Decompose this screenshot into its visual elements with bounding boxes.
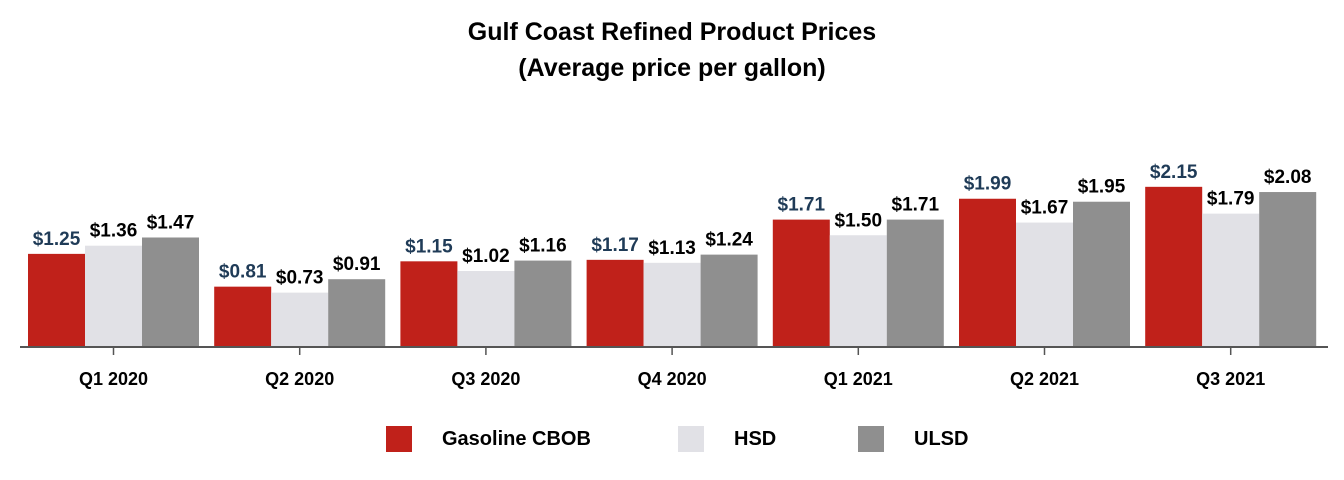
x-tick-label: Q4 2020 xyxy=(638,369,707,389)
bar-gasoline-cbob-q2-2020 xyxy=(214,286,272,347)
data-label-hsd-q4-2020: $1.13 xyxy=(648,238,696,259)
data-label-ulsd-q3-2020: $1.16 xyxy=(519,236,567,257)
bar-hsd-q3-2020 xyxy=(457,271,515,347)
legend-item-hsd: HSD xyxy=(678,424,776,454)
x-tick-label: Q1 2021 xyxy=(824,369,893,389)
data-label-gasoline-cbob-q1-2020: $1.25 xyxy=(33,229,81,250)
data-label-gasoline-cbob-q2-2020: $0.81 xyxy=(219,262,267,283)
data-label-ulsd-q3-2021: $2.08 xyxy=(1264,167,1312,188)
x-tick-label: Q2 2021 xyxy=(1010,369,1079,389)
bar-ulsd-q3-2020 xyxy=(514,260,572,347)
data-label-gasoline-cbob-q3-2020: $1.15 xyxy=(405,236,453,257)
bar-gasoline-cbob-q3-2020 xyxy=(400,261,458,347)
bar-gasoline-cbob-q2-2021 xyxy=(959,198,1016,347)
data-label-ulsd-q1-2020: $1.47 xyxy=(147,212,195,233)
bar-hsd-q4-2020 xyxy=(643,262,701,347)
x-tick-label: Q1 2020 xyxy=(79,369,148,389)
legend-item-ulsd: ULSD xyxy=(858,424,968,454)
bar-ulsd-q1-2020 xyxy=(142,237,199,347)
data-label-hsd-q1-2020: $1.36 xyxy=(90,221,138,242)
bar-gasoline-cbob-q1-2020 xyxy=(28,253,85,347)
bar-hsd-q1-2020 xyxy=(85,245,142,347)
legend-label-hsd: HSD xyxy=(734,427,777,450)
bar-gasoline-cbob-q3-2021 xyxy=(1145,186,1203,347)
legend-label-gasoline-cbob: Gasoline CBOB xyxy=(442,427,591,450)
bar-gasoline-cbob-q4-2020 xyxy=(586,259,644,347)
x-tick-label: Q3 2020 xyxy=(451,369,520,389)
data-label-hsd-q3-2020: $1.02 xyxy=(462,246,510,267)
data-label-ulsd-q4-2020: $1.24 xyxy=(705,230,753,251)
chart-legend: Gasoline CBOB HSD ULSD xyxy=(0,424,1344,454)
bar-hsd-q2-2020 xyxy=(271,292,329,347)
data-label-gasoline-cbob-q2-2021: $1.99 xyxy=(964,174,1012,195)
data-label-gasoline-cbob-q1-2021: $1.71 xyxy=(778,195,826,216)
legend-swatch-gasoline-cbob xyxy=(386,426,412,452)
bar-hsd-q2-2021 xyxy=(1016,222,1073,347)
legend-item-gasoline-cbob: Gasoline CBOB xyxy=(386,424,591,454)
data-label-gasoline-cbob-q4-2020: $1.17 xyxy=(591,235,639,256)
data-label-ulsd-q2-2021: $1.95 xyxy=(1078,177,1126,198)
x-tick-label: Q2 2020 xyxy=(265,369,334,389)
data-label-ulsd-q1-2021: $1.71 xyxy=(892,195,940,216)
legend-swatch-ulsd xyxy=(858,426,884,452)
legend-label-ulsd: ULSD xyxy=(914,427,969,450)
bar-hsd-q3-2021 xyxy=(1202,213,1260,347)
bar-hsd-q1-2021 xyxy=(829,235,887,347)
data-label-ulsd-q2-2020: $0.91 xyxy=(333,254,381,275)
chart-subtitle: (Average price per gallon) xyxy=(518,54,826,82)
bar-ulsd-q4-2020 xyxy=(700,254,758,347)
x-tick-label: Q3 2021 xyxy=(1196,369,1265,389)
data-label-hsd-q2-2021: $1.67 xyxy=(1021,198,1069,219)
data-label-hsd-q1-2021: $1.50 xyxy=(835,210,883,231)
bar-ulsd-q3-2021 xyxy=(1259,192,1317,347)
chart-title: Gulf Coast Refined Product Prices (Avera… xyxy=(0,14,1344,86)
data-label-hsd-q3-2021: $1.79 xyxy=(1207,189,1255,210)
data-label-gasoline-cbob-q3-2021: $2.15 xyxy=(1150,162,1198,183)
bar-ulsd-q2-2021 xyxy=(1073,201,1130,347)
bar-ulsd-q1-2021 xyxy=(886,219,944,347)
chart-title-line1: Gulf Coast Refined Product Prices xyxy=(467,18,877,46)
bar-gasoline-cbob-q1-2021 xyxy=(772,219,830,347)
bar-ulsd-q2-2020 xyxy=(328,279,386,347)
data-label-hsd-q2-2020: $0.73 xyxy=(276,268,324,289)
legend-swatch-hsd xyxy=(678,426,704,452)
